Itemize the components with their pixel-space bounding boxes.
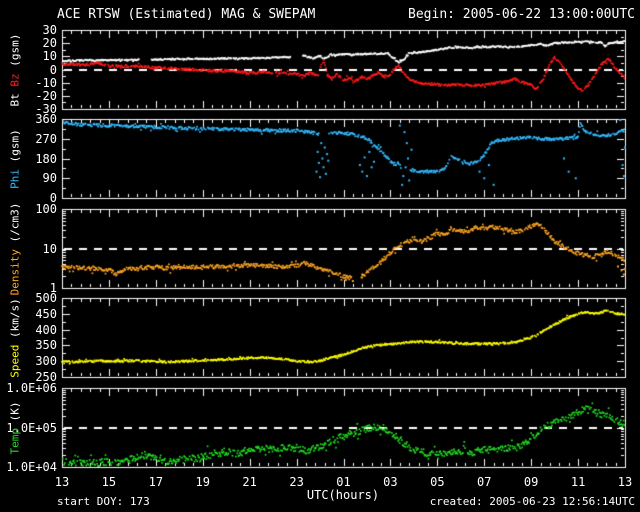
y-tick-label-speed: 300 — [35, 354, 57, 369]
x-axis-title: UTC(hours) — [306, 488, 380, 502]
panel-title-part: (K) — [8, 401, 22, 428]
x-tick-label: 17 — [148, 475, 164, 489]
y-tick-label-mag: -10 — [35, 75, 57, 90]
y-tick-label-phi: 90 — [42, 171, 57, 186]
y-tick-label-mag: 20 — [42, 36, 57, 51]
panel-title-part: Speed — [8, 344, 22, 378]
y-tick-label-mag: 30 — [42, 23, 57, 37]
x-tick-label: 05 — [430, 475, 445, 489]
y-tick-label-phi: 180 — [35, 151, 57, 166]
x-tick-label: 13 — [617, 475, 633, 489]
x-tick-label: 13 — [54, 475, 70, 489]
panel-title-part: (km/s) — [8, 297, 22, 345]
y-tick-label-density: 10 — [42, 241, 57, 256]
x-tick-label: 07 — [477, 475, 492, 489]
y-tick-label-mag: -20 — [35, 88, 57, 103]
panel-title-part: Density — [8, 248, 22, 295]
y-tick-label-mag: -30 — [35, 102, 57, 116]
y-tick-label-temp: 1.0E+05 — [6, 420, 57, 435]
x-tick-label: 01 — [336, 475, 351, 489]
y-tick-label-speed: 350 — [35, 338, 57, 353]
y-tick-label-speed: 450 — [35, 306, 57, 321]
created-timestamp: created: 2005-06-23 12:56:14UTC — [429, 495, 635, 508]
x-tick-label: 09 — [523, 475, 539, 489]
panel-title-part: (gsm) — [8, 128, 22, 169]
start-doy-label: start DOY: 173 — [57, 495, 150, 508]
panel-title-density: Density (/cm3) — [8, 202, 22, 295]
begin-timestamp: Begin: 2005-06-22 13:00:00UTC — [408, 7, 635, 22]
panel-title-part: (gsm) — [8, 33, 22, 73]
x-tick-label: 15 — [101, 475, 117, 489]
y-tick-label-phi: 360 — [35, 112, 57, 126]
y-tick-label-mag: 10 — [42, 49, 57, 64]
x-tick-label: 19 — [195, 475, 210, 489]
panel-title-part: Temp — [8, 427, 22, 455]
figure-title: ACE RTSW (Estimated) MAG & SWEPAM — [57, 7, 316, 22]
y-tick-label-speed: 400 — [35, 322, 57, 337]
y-tick-label-temp: 1.0E+06 — [6, 381, 57, 395]
y-tick-label-density: 100 — [35, 202, 57, 216]
panel-title-part: (/cm3) — [8, 202, 22, 249]
panel-title-speed: Speed (km/s) — [8, 297, 22, 378]
panel-title-mag: Bt Bz (gsm) — [8, 33, 22, 106]
y-tick-label-speed: 250 — [35, 370, 57, 384]
panel-title-phi: Phi (gsm) — [8, 128, 22, 189]
panel-title-part: Bz — [8, 72, 22, 87]
panel-title-part: Bt — [8, 86, 22, 106]
y-tick-label-density: 1 — [49, 281, 57, 295]
panel-title-part: Phi — [8, 168, 22, 189]
x-tick-label: 23 — [289, 475, 304, 489]
y-tick-label-speed: 500 — [35, 291, 57, 305]
y-tick-label-phi: 0 — [49, 191, 57, 205]
y-tick-label-phi: 270 — [35, 131, 57, 146]
x-tick-label: 11 — [570, 475, 586, 489]
x-tick-label: 03 — [383, 475, 398, 489]
x-tick-label: 21 — [242, 475, 257, 489]
panel-title-temp: Temp (K) — [8, 401, 22, 455]
y-tick-label-mag: 0 — [49, 62, 57, 77]
y-tick-label-temp: 1.0E+04 — [6, 460, 57, 474]
